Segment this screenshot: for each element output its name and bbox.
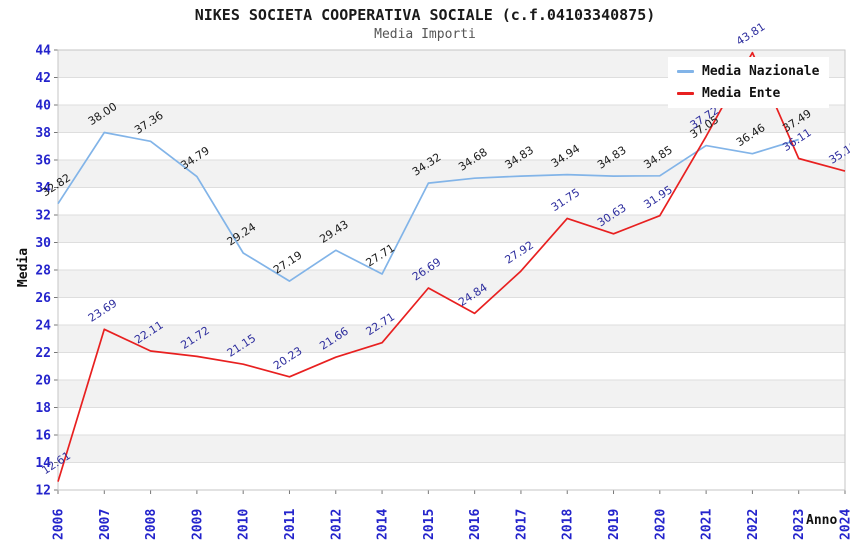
y-tick-label: 20 (35, 374, 51, 389)
y-tick-label: 12 (35, 484, 51, 499)
y-tick-label: 24 (35, 319, 51, 334)
x-tick-label: 2020 (653, 509, 668, 540)
x-tick-label: 2019 (607, 509, 622, 540)
series-point-label: 32.82 (40, 171, 73, 199)
y-tick-label: 42 (35, 71, 51, 86)
y-tick-label: 34 (35, 181, 51, 196)
x-tick-label: 2015 (422, 509, 437, 540)
x-tick-label: 2007 (98, 509, 113, 540)
y-tick-label: 30 (35, 236, 51, 251)
x-tick-label: 2014 (376, 509, 391, 540)
series-point-label: 35.19 (827, 139, 850, 167)
legend-label-media-ente: Media Ente (702, 86, 781, 101)
series-point-label: 31.75 (549, 186, 582, 214)
y-tick-label: 40 (35, 99, 51, 114)
x-tick-label: 2022 (746, 509, 761, 540)
series-line-media-nazionale (57, 131, 799, 282)
y-tick-label: 32 (35, 209, 51, 224)
x-tick-label: 2006 (52, 509, 67, 540)
x-tick-label: 2021 (700, 509, 715, 540)
y-tick-label: 16 (35, 429, 51, 444)
x-tick-label: 2016 (468, 509, 483, 540)
series-line-media-ente (57, 51, 846, 482)
y-tick-label: 14 (35, 456, 51, 471)
legend-label-media-nazionale: Media Nazionale (702, 64, 820, 79)
plot-border (57, 49, 846, 491)
x-tick-label: 2011 (283, 509, 298, 540)
grid-band (58, 160, 845, 188)
x-tick-label: 2010 (237, 509, 252, 540)
x-tick-label: 2012 (329, 509, 344, 540)
y-tick-label: 38 (35, 126, 51, 141)
y-tick-label: 36 (35, 154, 51, 169)
y-tick-label: 44 (35, 44, 51, 59)
grid-band (58, 215, 845, 243)
x-tick-label: 2024 (839, 509, 850, 540)
series-point-label: 23.69 (86, 297, 119, 325)
grid-band (58, 435, 845, 463)
chart-subtitle: Media Importi (374, 27, 476, 42)
y-tick-label: 22 (35, 346, 51, 361)
grid-band (58, 325, 845, 353)
y-tick-label: 26 (35, 291, 51, 306)
x-tick-label: 2017 (514, 509, 529, 540)
media-nazionale-line-swatch (677, 70, 694, 73)
grid-band (58, 380, 845, 408)
media-ente-line-swatch (677, 92, 694, 95)
x-tick-label: 2023 (792, 509, 807, 540)
series-point-label: 12.61 (40, 449, 73, 477)
x-tick-label: 2018 (561, 509, 576, 540)
grid-band (58, 105, 845, 133)
chart-title: NIKES SOCIETA COOPERATIVA SOCIALE (c.f.0… (194, 6, 656, 24)
x-tick-label: 2008 (144, 509, 159, 540)
legend-item-media-ente: Media Ente (677, 86, 819, 101)
x-tick-label: 2009 (190, 509, 205, 540)
series-point-label: 27.71 (364, 241, 397, 269)
x-axis-title: Anno (806, 513, 838, 528)
grid-band (58, 270, 845, 298)
y-tick-label: 28 (35, 264, 51, 279)
legend-item-media-nazionale: Media Nazionale (677, 64, 819, 79)
y-axis-title: Media (16, 247, 32, 288)
y-tick-label: 18 (35, 401, 51, 416)
legend: Media Nazionale Media Ente (668, 57, 830, 108)
